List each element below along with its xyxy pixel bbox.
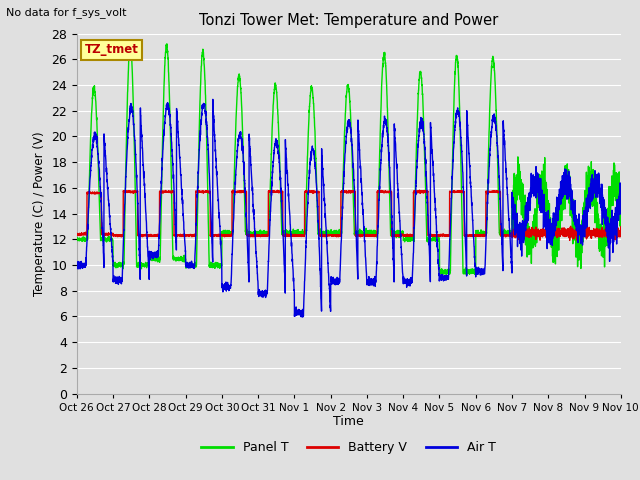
Text: TZ_tmet: TZ_tmet bbox=[85, 43, 139, 56]
X-axis label: Time: Time bbox=[333, 415, 364, 429]
Legend: Panel T, Battery V, Air T: Panel T, Battery V, Air T bbox=[196, 436, 501, 459]
Title: Tonzi Tower Met: Temperature and Power: Tonzi Tower Met: Temperature and Power bbox=[199, 13, 499, 28]
Text: No data for f_sys_volt: No data for f_sys_volt bbox=[6, 7, 127, 18]
Y-axis label: Temperature (C) / Power (V): Temperature (C) / Power (V) bbox=[33, 132, 45, 296]
